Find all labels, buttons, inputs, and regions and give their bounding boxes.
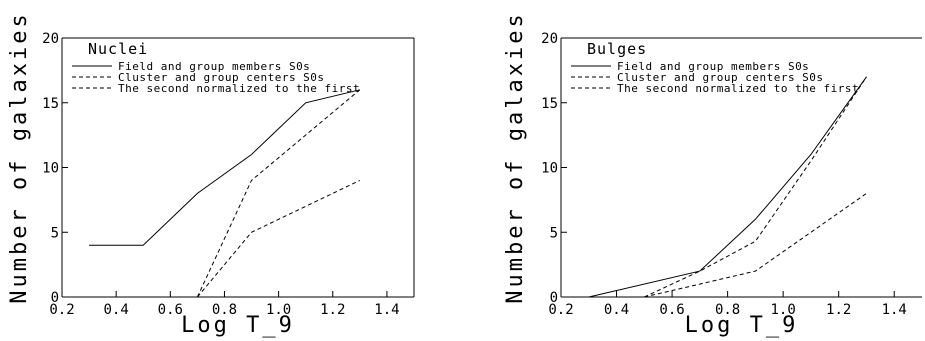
x-tick-label: 0.8 [715,302,740,318]
x-axis-title: Log T_9 [181,313,295,338]
chart-panel-2: 0.2 0.4 0.6 0.8 1.0 1.2 1.4 0 5 10 15 20 Log T_9 Numb… [503,11,922,338]
x-tick-label: 0.4 [604,302,629,318]
series-line-3 [644,76,867,298]
x-tick-label: 0.6 [659,302,684,318]
series-line-2 [644,192,867,298]
legend-label-2: Cluster and group centers S0s [617,71,824,84]
y-tick-label: 5 [550,225,558,241]
x-axis-title: Log T_9 [685,313,799,338]
x-tick-label: 1.4 [374,302,399,318]
y-tick-label: 20 [42,31,59,47]
y-tick-label: 15 [42,96,59,112]
legend-label-1: Field and group members S0s [118,60,310,73]
x-tick-label: 1.2 [826,302,851,318]
y-tick-label: 10 [42,161,59,177]
x-tick-label: 1.2 [320,302,345,318]
y-tick-label: 20 [541,31,558,47]
x-tick-label: 1.4 [882,302,907,318]
y-tick-label: 0 [550,290,558,306]
legend-label-3: The second normalized to the first [118,82,360,95]
legend-label-2: Cluster and group centers S0s [118,71,325,84]
panel-title: Bulges [587,40,647,58]
x-tick-label: 0.8 [212,302,237,318]
x-tick-label: 0.2 [49,302,74,318]
x-tick-label: 0.4 [104,302,129,318]
y-tick-label: 15 [541,96,558,112]
y-axis-title: Number of galaxies [503,11,528,303]
legend-label-1: Field and group members S0s [617,60,809,73]
series-line-1 [588,76,867,298]
series-line-1 [89,89,360,246]
series-line-2 [197,179,361,298]
y-tick-label: 10 [541,161,558,177]
x-tick-label: 1.0 [771,302,796,318]
legend-label-3: The second normalized to the first [617,82,859,95]
x-tick-label: 0.6 [158,302,183,318]
y-tick-label: 0 [51,290,59,306]
x-tick-label: 1.0 [266,302,291,318]
y-axis-title: Number of galaxies [7,11,32,303]
series-line-3 [196,89,361,298]
x-tick-label: 0.2 [548,302,573,318]
y-tick-label: 5 [51,225,59,241]
chart-panel-1: 0.2 0.4 0.6 0.8 1.0 1.2 1.4 0 5 10 15 20 Log T_9 Numb… [7,11,415,338]
panel-title: Nuclei [88,40,148,58]
